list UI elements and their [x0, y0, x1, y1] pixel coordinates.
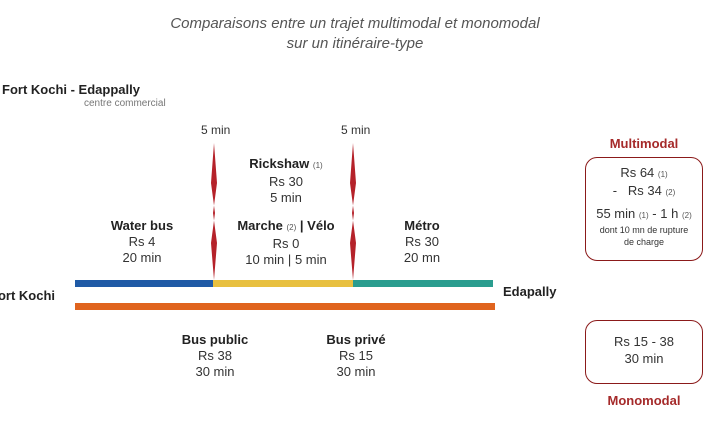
rickshaw-cost: Rs 30 — [269, 174, 303, 189]
rickshaw-note: (1) — [312, 161, 323, 170]
water-bus-bar — [75, 280, 213, 287]
walk-bike-cost: Rs 0 — [272, 236, 300, 251]
multimodal-time2-note: (2) — [681, 211, 692, 220]
monomodal-summary-box: Rs 15 - 38 30 min — [585, 320, 703, 384]
segment-public-bus: Bus public Rs 38 30 min — [165, 332, 265, 380]
transfer-time-2: 5 min — [341, 123, 371, 137]
multimodal-summary-box: Rs 64 (1) - Rs 34 (2) 55 min (1) - 1 h (… — [585, 157, 703, 261]
water-bus-cost: Rs 4 — [128, 234, 156, 249]
monomodal-label: Monomodal — [607, 393, 681, 408]
diagram-title-line1: Comparaisons entre un trajet multimodal … — [170, 15, 540, 32]
rickshaw-time: 5 min — [270, 190, 302, 205]
multimodal-time1: 55 min — [596, 206, 636, 221]
monomodal-time: 30 min — [624, 351, 664, 366]
bus-bar — [75, 303, 495, 310]
walk-mode: Marche — [237, 218, 283, 233]
private-bus-cost: Rs 15 — [339, 348, 373, 363]
multimodal-cost1-note: (1) — [657, 170, 668, 179]
walk-bike-bar — [213, 280, 353, 287]
public-bus-time: 30 min — [195, 364, 235, 379]
metro-bar — [353, 280, 493, 287]
segment-metro: Métro Rs 30 20 mn — [372, 218, 472, 266]
transfer-time-1: 5 min — [201, 123, 231, 137]
water-bus-time: 20 min — [122, 250, 162, 265]
monomodal-cost: Rs 15 - 38 — [614, 334, 674, 349]
multimodal-label: Multimodal — [609, 136, 679, 151]
segment-rickshaw: Rickshaw (1) Rs 30 5 min — [228, 156, 344, 206]
diagram-title-line2: sur un itinéraire-type — [286, 35, 424, 52]
walk-bike-separator: | — [299, 218, 304, 233]
multimodal-time1-note: (1) — [638, 211, 649, 220]
route-name: Fort Kochi - Edappally — [2, 82, 140, 97]
multimodal-time-separator: - — [652, 206, 657, 221]
walk-note: (2) — [286, 223, 297, 232]
bike-time: 5 min — [294, 252, 327, 267]
transfer-spike-1 — [211, 143, 217, 280]
metro-time: 20 mn — [403, 250, 441, 265]
rickshaw-mode: Rickshaw — [249, 156, 310, 171]
multimodal-note-line2: de charge — [623, 237, 665, 247]
metro-mode: Métro — [404, 218, 440, 233]
public-bus-mode: Bus public — [181, 332, 249, 347]
segment-walk-bike: Marche (2) | Vélo Rs 0 10 min | 5 min — [220, 218, 352, 268]
multimodal-cost2: Rs 34 — [627, 183, 662, 198]
endpoint-start: Fort Kochi — [0, 288, 55, 303]
private-bus-time: 30 min — [336, 364, 376, 379]
multimodal-note-line1: dont 10 mn de rupture — [599, 225, 689, 235]
segment-water-bus: Water bus Rs 4 20 min — [92, 218, 192, 266]
bike-mode: Vélo — [307, 218, 335, 233]
multimodal-time2: 1 h — [660, 206, 679, 221]
walk-time: 10 min — [245, 252, 285, 267]
metro-cost: Rs 30 — [405, 234, 439, 249]
multimodal-dash: - — [612, 183, 618, 198]
segment-private-bus: Bus privé Rs 15 30 min — [306, 332, 406, 380]
transfer-spike-2 — [350, 143, 356, 280]
water-bus-mode: Water bus — [110, 218, 174, 233]
multimodal-cost1: Rs 64 — [620, 165, 655, 180]
walk-bike-time-separator: | — [287, 252, 292, 267]
private-bus-mode: Bus privé — [326, 332, 386, 347]
public-bus-cost: Rs 38 — [198, 348, 232, 363]
route-subtitle: centre commercial — [84, 98, 166, 109]
multimodal-cost2-note: (2) — [665, 188, 676, 197]
endpoint-end: Edapally — [503, 284, 557, 299]
